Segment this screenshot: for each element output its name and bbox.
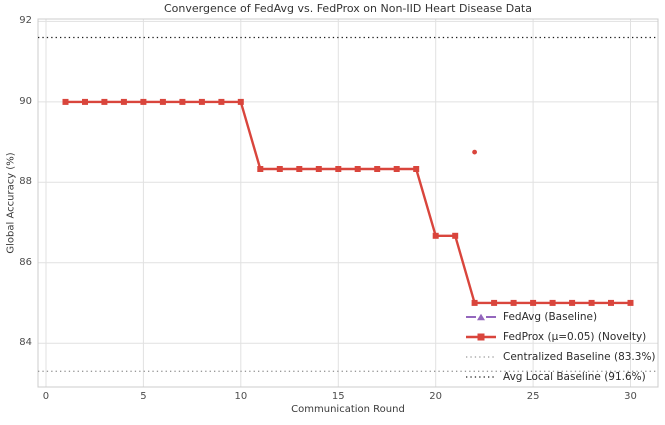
x-tick-label: 0 [42, 391, 50, 402]
legend-row-avg-local-baseline: Avg Local Baseline (91.6%) [466, 367, 656, 387]
legend-label-fedavg: FedAvg (Baseline) [503, 311, 598, 323]
x-tick-label: 10 [234, 391, 248, 402]
legend-label-fedprox: FedProx (μ=0.05) (Novelty) [503, 331, 647, 343]
y-tick-label: 88 [19, 176, 32, 188]
y-tick-label: 84 [19, 337, 32, 349]
legend-label-centralized-baseline: Centralized Baseline (83.3%) [503, 351, 656, 363]
x-axis-label: Communication Round [291, 404, 405, 415]
fedavg-dashed-line-icon [466, 313, 496, 321]
y-tick-label: 92 [19, 15, 32, 27]
y-tick-label: 86 [19, 256, 32, 268]
legend-label-avg-local-baseline: Avg Local Baseline (91.6%) [503, 371, 646, 383]
x-tick-label: 30 [624, 391, 637, 402]
x-tick-label: 25 [526, 391, 540, 402]
legend: FedAvg (Baseline) FedProx (μ=0.05) (Nove… [466, 307, 656, 387]
x-tick-label: 5 [140, 391, 147, 402]
y-tick-label: 90 [19, 95, 32, 107]
legend-row-fedprox: FedProx (μ=0.05) (Novelty) [466, 327, 656, 347]
x-tick-label: 20 [429, 391, 443, 402]
y-axis-label: Global Accuracy (%) [5, 152, 17, 254]
centralized-baseline-dotted-line-icon [466, 356, 496, 358]
legend-row-fedavg: FedAvg (Baseline) [466, 307, 656, 327]
fedprox-solid-line-icon [466, 333, 496, 341]
chart-title: Convergence of FedAvg vs. FedProx on Non… [164, 2, 532, 15]
avg-local-baseline-dotted-line-icon [466, 376, 496, 378]
legend-row-centralized-baseline: Centralized Baseline (83.3%) [466, 347, 656, 367]
x-tick-label: 15 [331, 391, 345, 402]
